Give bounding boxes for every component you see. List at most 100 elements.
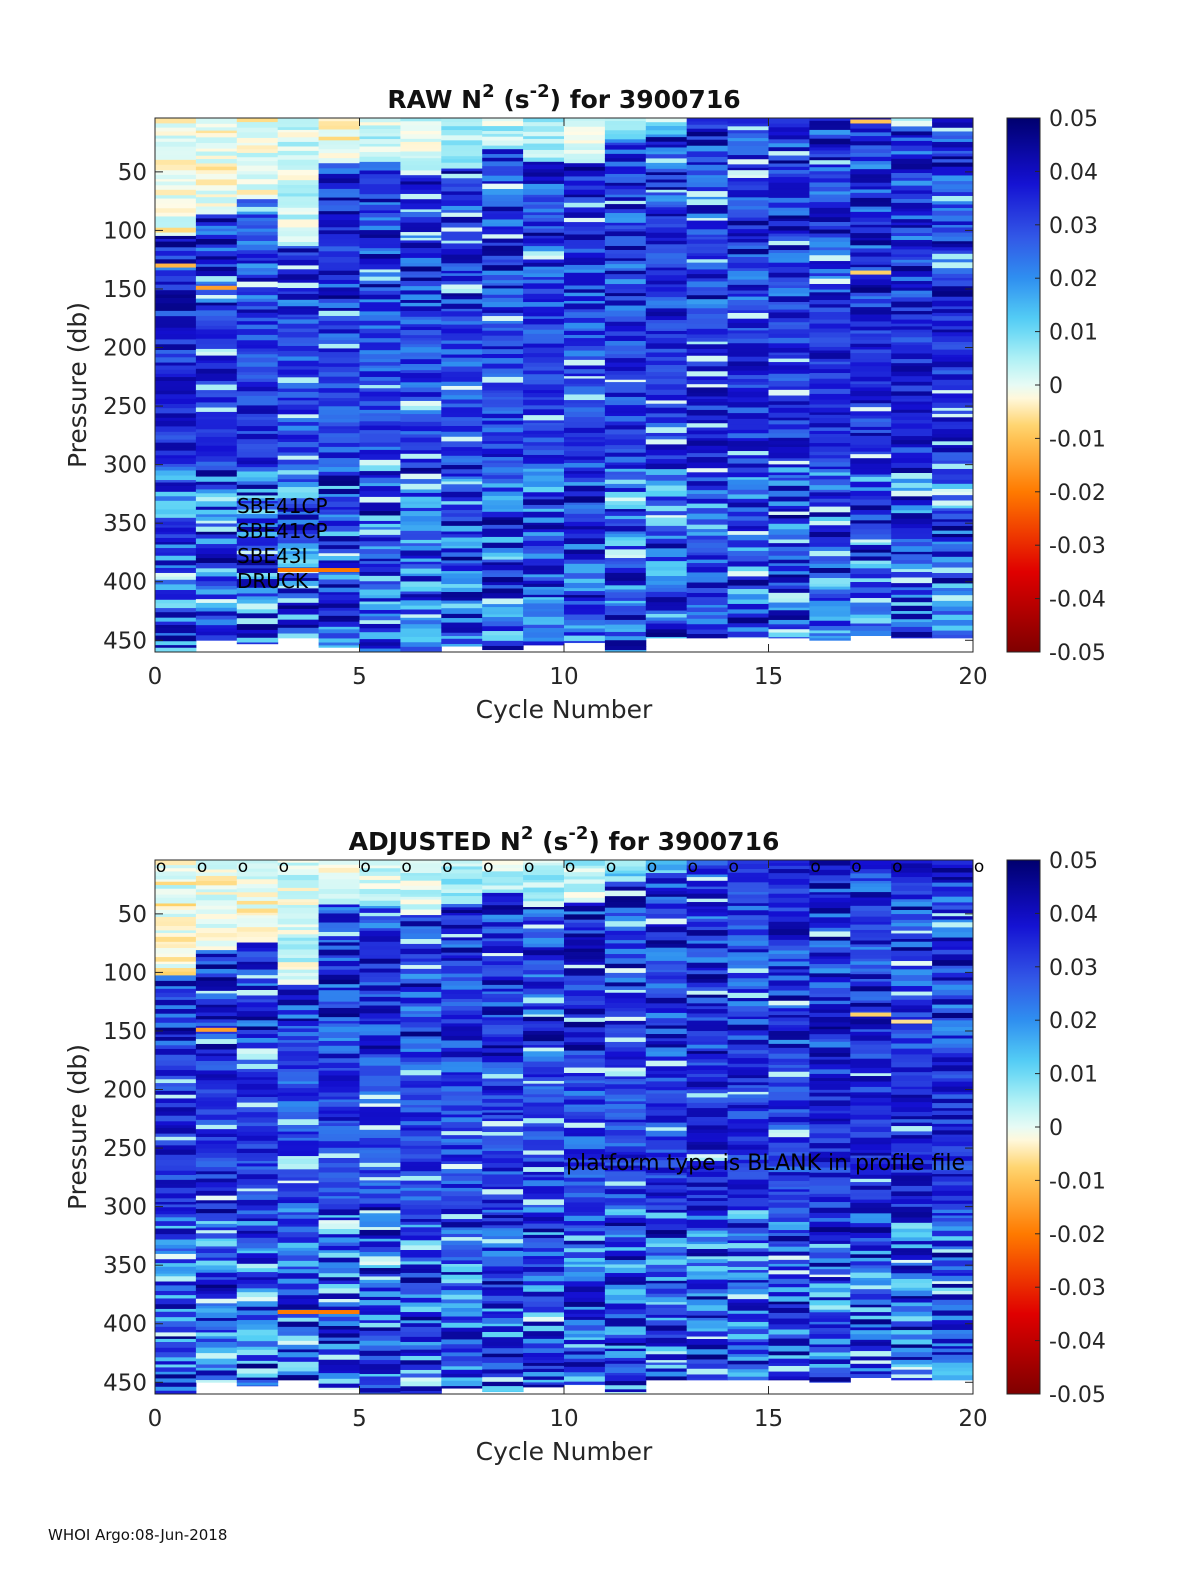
heatmap-cell: [564, 533, 606, 539]
heatmap-cell: [155, 1083, 197, 1087]
heatmap-cell: [155, 865, 197, 869]
heatmap-cell: [523, 1338, 565, 1344]
heatmap-cell: [564, 538, 606, 545]
heatmap-cell: [236, 892, 279, 898]
heatmap-cell: [441, 497, 483, 502]
heatmap-cell: [277, 593, 320, 599]
heatmap-cell: [523, 232, 565, 237]
heatmap-cell: [359, 868, 401, 873]
heatmap-cell: [195, 1106, 238, 1110]
heatmap-cell: [891, 436, 933, 441]
heatmap-cell: [727, 511, 769, 517]
heatmap-cell: [604, 992, 647, 999]
heatmap-cell: [768, 1207, 810, 1214]
heatmap-cell: [523, 208, 565, 213]
heatmap-cell: [523, 1157, 565, 1163]
heatmap-cell: [195, 1109, 238, 1116]
heatmap-cell: [482, 1174, 524, 1181]
heatmap-cell: [441, 1369, 483, 1375]
heatmap-cell: [891, 524, 933, 529]
heatmap-cell: [155, 1201, 197, 1205]
heatmap-cell: [727, 1184, 769, 1190]
colorbar-tick-label: -0.04: [1049, 588, 1106, 613]
heatmap-cell: [645, 1288, 688, 1295]
heatmap-cell: [318, 931, 360, 937]
heatmap-cell: [277, 1137, 320, 1142]
heatmap-cell: [564, 1286, 606, 1293]
heatmap-cell: [400, 1107, 442, 1113]
heatmap-cell: [277, 259, 320, 266]
heatmap-cell: [727, 929, 769, 936]
heatmap-cell: [236, 900, 279, 905]
heatmap-cell: [891, 254, 933, 258]
heatmap-cell: [932, 225, 974, 228]
heatmap-cell: [318, 607, 360, 612]
cycle-column-6: [359, 860, 401, 1395]
heatmap-cell: [359, 642, 401, 647]
heatmap-cell: [277, 969, 320, 974]
heatmap-cell: [400, 1087, 442, 1093]
heatmap-cell: [809, 1039, 851, 1043]
heatmap-cell: [318, 1113, 360, 1118]
heatmap-cell: [236, 593, 279, 597]
heatmap-cell: [482, 382, 524, 388]
heatmap-cell: [686, 1171, 729, 1178]
heatmap-cell: [236, 152, 279, 158]
heatmap-cell: [768, 1064, 810, 1069]
heatmap-cell: [645, 860, 688, 866]
heatmap-cell: [523, 981, 565, 987]
heatmap-cell: [809, 191, 851, 195]
heatmap-cell: [359, 1116, 401, 1121]
heatmap-cell: [727, 229, 769, 234]
heatmap-cell: [727, 903, 769, 907]
heatmap-cell: [482, 988, 524, 992]
heatmap-cell: [318, 1153, 360, 1159]
heatmap-cell: [850, 1189, 892, 1194]
heatmap-cell: [236, 321, 279, 326]
heatmap-cell: [809, 1081, 851, 1085]
heatmap-cell: [932, 215, 974, 222]
heatmap-cell: [686, 508, 729, 515]
heatmap-cell: [727, 1261, 769, 1268]
heatmap-cell: [932, 259, 974, 263]
heatmap-cell: [686, 234, 729, 238]
heatmap-cell: [932, 320, 974, 327]
heatmap-cell: [850, 189, 892, 194]
heatmap-cell: [564, 252, 606, 259]
heatmap-cell: [604, 249, 647, 255]
heatmap-cell: [686, 1283, 729, 1290]
heatmap-cell: [359, 1247, 401, 1253]
heatmap-cell: [686, 935, 729, 942]
heatmap-cell: [236, 523, 279, 528]
heatmap-cell: [604, 305, 647, 312]
heatmap-cell: [277, 899, 320, 903]
heatmap-cell: [277, 481, 320, 488]
heatmap-cell: [645, 1371, 688, 1377]
heatmap-cell: [236, 1324, 279, 1331]
heatmap-cell: [604, 161, 647, 167]
heatmap-cell: [645, 372, 688, 377]
heatmap-cell: [277, 1158, 320, 1165]
heatmap-cell: [359, 584, 401, 590]
heatmap-cell: [195, 197, 238, 201]
heatmap-cell: [727, 1349, 769, 1355]
heatmap-cell: [359, 958, 401, 965]
heatmap-cell: [604, 130, 647, 135]
heatmap-cell: [277, 605, 320, 610]
heatmap-cell: [400, 352, 442, 357]
heatmap-cell: [277, 865, 320, 870]
heatmap-cell: [318, 1370, 360, 1374]
heatmap-cell: [441, 126, 483, 131]
heatmap-cell: [850, 897, 892, 901]
heatmap-cell: [727, 455, 769, 459]
heatmap-cell: [850, 560, 892, 565]
heatmap-cell: [564, 595, 606, 598]
heatmap-cell: [195, 1129, 238, 1135]
heatmap-cell: [195, 206, 238, 210]
heatmap-cell: [441, 328, 483, 334]
heatmap-cell: [400, 1312, 442, 1318]
heatmap-cell: [482, 885, 524, 890]
heatmap-cell: [850, 1207, 892, 1214]
heatmap-cell: [155, 323, 197, 329]
heatmap-cell: [318, 560, 360, 564]
